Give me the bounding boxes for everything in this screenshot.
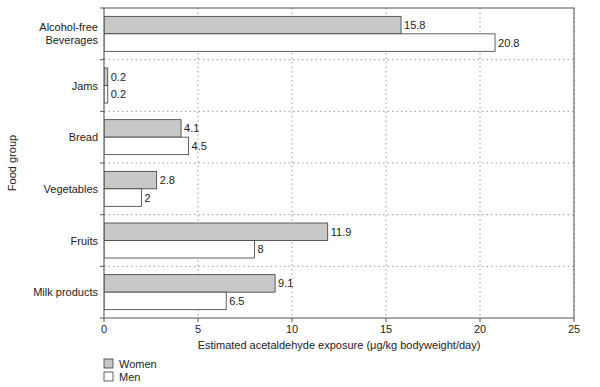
tick	[198, 318, 199, 322]
tick-label: 5	[195, 323, 201, 335]
tick-label: 20	[474, 323, 486, 335]
category-divider	[104, 111, 574, 112]
data-label: 20.8	[498, 37, 519, 49]
data-label: 8	[257, 243, 263, 255]
tick	[386, 318, 387, 322]
bar	[104, 68, 108, 86]
tick-label: 10	[286, 323, 298, 335]
tick	[104, 318, 105, 322]
data-label: 6.5	[229, 295, 244, 307]
category-tick	[100, 266, 104, 267]
data-label: 4.5	[192, 140, 207, 152]
category-tick	[100, 8, 104, 9]
tick	[574, 318, 575, 322]
grid-line	[198, 8, 199, 318]
bar	[104, 189, 142, 207]
bar	[104, 137, 189, 155]
data-label: 9.1	[278, 277, 293, 289]
category-label-line: Beverages	[45, 34, 98, 46]
grid-line	[480, 8, 481, 318]
category-label: Jams	[72, 80, 99, 92]
data-label: 2	[145, 192, 151, 204]
category-label: Alcohol-freeBeverages	[39, 21, 98, 46]
bar	[104, 292, 226, 310]
bar	[104, 275, 275, 293]
y-axis-label: Food group	[6, 135, 18, 191]
bar	[104, 223, 328, 241]
category-label: Vegetables	[44, 183, 99, 195]
bars	[104, 16, 495, 309]
bar	[104, 16, 401, 34]
tick-label: 0	[101, 323, 107, 335]
data-labels: 15.8 20.8 0.2 0.2 4.1 4.5 2.8 2 11.9 8 9.1 6.5	[111, 19, 520, 307]
category-divider	[104, 214, 574, 215]
category-divider	[104, 163, 574, 164]
category-label: Milk products	[33, 286, 98, 298]
grid-line	[292, 8, 293, 318]
data-label: 11.9	[331, 226, 352, 238]
data-label: 15.8	[404, 19, 425, 31]
legend-label: Women	[119, 358, 157, 370]
data-label: 0.2	[111, 88, 126, 100]
category-tick	[100, 59, 104, 60]
legend-label: Men	[119, 371, 140, 383]
category-label-line: Alcohol-free	[39, 21, 98, 33]
category-tick	[100, 111, 104, 112]
x-axis-label: Estimated acetaldehyde exposure (μg/kg b…	[198, 339, 481, 351]
data-label: 2.8	[160, 174, 175, 186]
legend-swatch	[104, 359, 113, 368]
legend-swatch	[104, 372, 113, 381]
bar	[104, 241, 254, 259]
bar	[104, 171, 157, 189]
category-tick	[100, 214, 104, 215]
plot-frame	[104, 8, 574, 318]
category-tick	[100, 163, 104, 164]
tick	[480, 318, 481, 322]
bar	[104, 86, 108, 104]
data-label: 4.1	[184, 122, 199, 134]
tick	[292, 318, 293, 322]
bar	[104, 120, 181, 137]
grid-line	[386, 8, 387, 318]
category-divider	[104, 266, 574, 267]
data-label: 0.2	[111, 71, 126, 83]
bar	[104, 34, 495, 52]
legend: WomenMen	[104, 358, 157, 383]
category-tick	[100, 318, 104, 319]
category-label: Fruits	[71, 235, 99, 247]
tick-label: 25	[568, 323, 580, 335]
category-label: Bread	[69, 131, 98, 143]
tick-label: 15	[380, 323, 392, 335]
chart: 15.8 20.8 0.2 0.2 4.1 4.5 2.8 2 11.9 8 9.1 6.5 0 5 10 1…	[0, 0, 600, 387]
category-divider	[104, 59, 574, 60]
